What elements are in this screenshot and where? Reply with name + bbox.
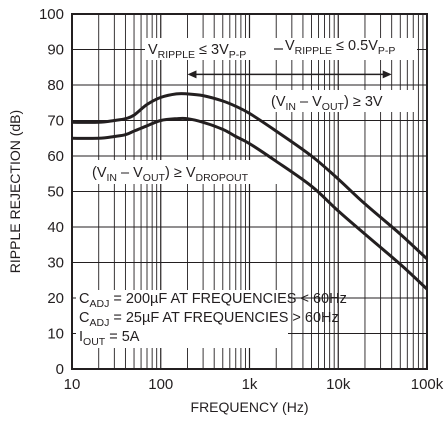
ripple-right-label: VRIPPLE ≤ 0.5VP-P	[285, 38, 395, 57]
annotation-masks	[76, 38, 417, 348]
curve-lower	[71, 116, 429, 291]
y-tick-label: 0	[56, 361, 64, 378]
y-tick-label: 60	[47, 148, 64, 165]
y-tick-label: 90	[47, 42, 64, 59]
x-tick-label: 1k	[242, 376, 258, 393]
curve-upper	[71, 92, 429, 261]
cadj-25uf-label: CADJ = 25µF AT FREQUENCIES > 60Hz	[79, 310, 339, 329]
annotation-background	[89, 160, 281, 184]
x-axis-label: FREQUENCY (Hz)	[191, 399, 309, 415]
annotation-background	[268, 90, 417, 112]
y-tick-label: 40	[47, 219, 64, 236]
x-tick-label: 10	[64, 376, 81, 393]
vin-vout-3v-label: (VIN – VOUT) ≥ 3V	[271, 94, 383, 113]
y-tick-label: 100	[39, 6, 64, 23]
plot-frame	[71, 13, 428, 370]
y-tick-label: 30	[47, 255, 64, 272]
vin-vout-dropout-label: (VIN – VOUT) ≥ VDROPOUT	[92, 165, 249, 184]
x-tick-label: 100k	[411, 376, 444, 393]
y-axis-label: RIPPLE REJECTION (dB)	[7, 110, 23, 273]
y-tick-label: 80	[47, 77, 64, 94]
y-tick-label: 50	[47, 184, 64, 201]
annotations: VRIPPLE ≤ 3VP-P VRIPPLE ≤ 0.5VP-P (VIN – V…	[79, 38, 395, 348]
x-tick-label: 100	[148, 376, 173, 393]
y-tick-label: 20	[47, 290, 64, 307]
x-tick-label: 10k	[326, 376, 351, 393]
cadj-200uf-label: CADJ = 200µF AT FREQUENCIES < 60Hz	[79, 291, 347, 310]
iout-label: IOUT = 5A	[79, 329, 140, 348]
curves	[71, 92, 429, 291]
annotation-background	[76, 290, 288, 348]
ripple-arrow-right-head	[382, 70, 392, 79]
ripple-arrow-left-head	[187, 70, 197, 79]
y-tick-label: 10	[47, 326, 64, 343]
ripple-left-label: VRIPPLE ≤ 3VP-P	[148, 42, 246, 61]
y-tick-label: 70	[47, 113, 64, 130]
